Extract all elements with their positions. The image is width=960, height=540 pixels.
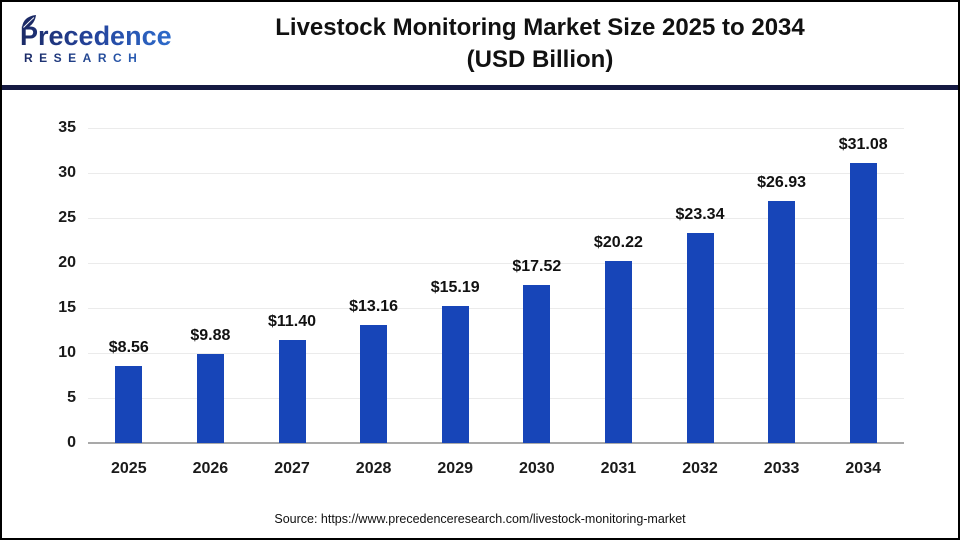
x-axis-tick-2025: 2025 — [111, 460, 147, 477]
gridline-y15 — [88, 308, 904, 309]
bar-value-label-2033: $26.93 — [757, 174, 807, 191]
bar-value-label-2029: $15.19 — [430, 279, 480, 296]
y-axis-tick-35: 35 — [58, 119, 76, 136]
gridline-y25 — [88, 218, 904, 219]
x-axis-tick-2029: 2029 — [437, 460, 473, 477]
x-axis-tick-2033: 2033 — [763, 460, 800, 477]
y-axis-tick-10: 10 — [58, 344, 76, 361]
bar-value-label-2031: $20.22 — [593, 234, 643, 251]
bar-2033 — [768, 201, 796, 443]
bar-value-label-2026: $9.88 — [190, 327, 231, 344]
precedence-research-logo: Precedence RESEARCH — [20, 15, 180, 65]
bar-2030 — [523, 285, 551, 443]
bar-2029 — [441, 306, 469, 443]
bar-value-label-2032: $23.34 — [675, 206, 725, 223]
y-axis-tick-20: 20 — [58, 254, 76, 271]
source-text: Source: https://www.precedenceresearch.c… — [274, 512, 686, 526]
gridline-y35 — [88, 128, 904, 129]
x-axis-tick-2027: 2027 — [274, 460, 310, 477]
y-axis-tick-0: 0 — [67, 434, 76, 451]
x-axis-tick-2034: 2034 — [845, 460, 881, 477]
bar-2028 — [360, 325, 388, 443]
gridline-y20 — [88, 263, 904, 264]
bar-2034 — [849, 163, 877, 443]
bar-2031 — [604, 261, 632, 443]
y-axis-tick-30: 30 — [58, 164, 76, 181]
header: Precedence RESEARCH Livestock Monitoring… — [2, 2, 958, 86]
x-axis-tick-2026: 2026 — [192, 460, 229, 477]
y-axis-tick-15: 15 — [58, 299, 76, 316]
bar-value-label-2034: $31.08 — [838, 136, 888, 153]
header-separator-line — [2, 85, 958, 90]
bar-value-label-2030: $17.52 — [512, 258, 562, 275]
y-axis-tick-25: 25 — [58, 209, 76, 226]
x-axis-line — [88, 442, 904, 444]
gridline-y30 — [88, 173, 904, 174]
y-axis-tick-5: 5 — [67, 389, 76, 406]
bar-value-label-2025: $8.56 — [108, 339, 149, 356]
bar-2032 — [686, 233, 714, 443]
x-axis-tick-2031: 2031 — [600, 460, 637, 477]
bar-value-label-2027: $11.40 — [267, 313, 317, 330]
x-axis-tick-2030: 2030 — [519, 460, 555, 477]
bar-2025 — [115, 366, 143, 443]
gridline-y5 — [88, 398, 904, 399]
logo-wordmark: Precedence — [20, 15, 180, 50]
chart-title: Livestock Monitoring Market Size 2025 to… — [182, 12, 898, 76]
x-axis-tick-2032: 2032 — [682, 460, 718, 477]
x-axis-tick-2028: 2028 — [355, 460, 392, 477]
chart-title-line2: (USD Billion) — [466, 46, 614, 73]
bar-2026 — [196, 354, 224, 443]
logo-text-research: RESEARCH — [24, 51, 180, 65]
gridline-y10 — [88, 353, 904, 354]
chart-title-line1: Livestock Monitoring Market Size 2025 to… — [275, 14, 805, 41]
bar-2027 — [278, 340, 306, 443]
bar-value-label-2028: $13.16 — [349, 298, 399, 315]
leaf-icon — [22, 15, 36, 29]
